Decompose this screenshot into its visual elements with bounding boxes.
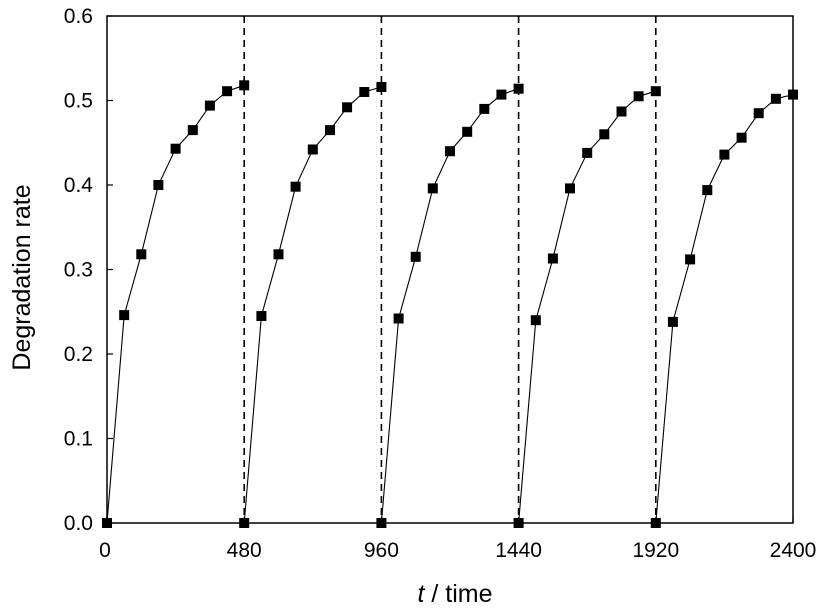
y-tick-label: 0.1 (64, 428, 93, 451)
data-point (633, 91, 644, 102)
plot-frame (106, 15, 794, 524)
data-point (530, 315, 541, 326)
data-point (393, 313, 404, 324)
data-point (650, 86, 661, 97)
data-point (513, 83, 524, 94)
y-tick-label: 0.5 (64, 90, 93, 113)
x-tick-label: 2400 (770, 539, 817, 562)
data-point (719, 149, 730, 160)
data-point (359, 87, 370, 97)
data-point (170, 143, 181, 154)
x-tick-label: 960 (364, 539, 399, 562)
data-point (702, 185, 713, 196)
data-point (770, 93, 781, 104)
data-point (273, 249, 284, 260)
data-point (736, 132, 747, 143)
data-point (599, 129, 610, 140)
axes: 0 480 960 1440 1920 2400 0.0 0.1 0.2 0.3 0.4 0.5 0.6 (64, 5, 817, 562)
x-tick-label: 1920 (632, 539, 679, 562)
data-point (325, 125, 335, 136)
x-axis-title-rest: / time (424, 580, 492, 608)
plot-area (102, 16, 798, 528)
data-point (565, 183, 575, 194)
y-tick-label: 0.6 (64, 5, 93, 28)
data-point (342, 102, 353, 113)
data-point (479, 103, 490, 114)
x-tick-label: 0 (99, 539, 111, 562)
y-tick-label: 0.4 (64, 174, 94, 197)
data-point (290, 181, 301, 192)
x-axis-title-italic: t (417, 580, 425, 608)
data-point (410, 251, 421, 262)
data-point (427, 183, 438, 194)
data-point (153, 180, 164, 190)
data-point (256, 311, 267, 321)
data-point (496, 89, 507, 100)
data-point (136, 249, 147, 260)
x-tick-label: 480 (227, 539, 262, 562)
data-point (119, 310, 130, 321)
data-point (462, 126, 473, 137)
data-point (616, 106, 627, 117)
data-point (222, 86, 233, 97)
data-point (547, 253, 558, 264)
y-axis-title: Degradation rate (8, 184, 36, 370)
y-tick-label: 0.0 (64, 512, 93, 535)
data-point (445, 146, 455, 157)
data-point (187, 125, 198, 136)
data-point (376, 82, 387, 92)
x-axis-title: t / time (417, 580, 492, 608)
data-point (239, 80, 250, 91)
data-point (582, 147, 593, 158)
y-tick-label: 0.2 (64, 343, 93, 366)
data-point (753, 108, 764, 119)
x-tick-label: 1440 (495, 539, 542, 562)
data-point (667, 316, 678, 327)
y-tick-label: 0.3 (64, 259, 93, 282)
data-point (685, 254, 696, 265)
data-point (307, 144, 318, 155)
data-point (204, 100, 215, 111)
